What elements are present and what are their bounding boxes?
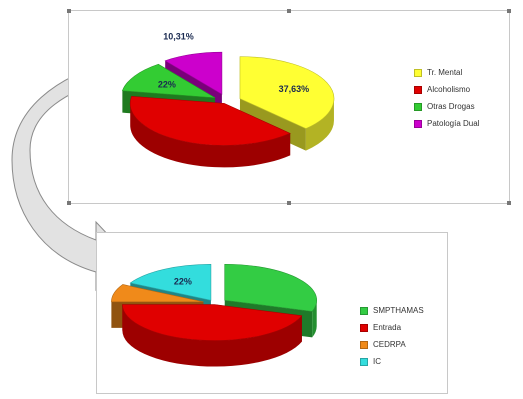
legend-swatch — [414, 68, 422, 77]
legend-item-smpthamas: SMPTHAMAS — [360, 302, 424, 319]
legend-item-entrada: Entrada — [360, 319, 424, 336]
top-chart-legend: Tr. Mental Alcoholismo Otras Drogas Patolog… — [414, 64, 479, 132]
legend-item-tr-mental: Tr. Mental — [414, 64, 479, 81]
slice-top — [239, 56, 335, 129]
resize-handle[interactable] — [287, 9, 291, 13]
slice-entrada[interactable] — [122, 304, 303, 367]
legend-swatch — [414, 85, 422, 94]
legend-swatch — [414, 119, 422, 128]
bottom-chart-panel[interactable]: 22% SMPTHAMAS Entrada CEDRPA IC — [96, 232, 448, 394]
resize-handle[interactable] — [287, 201, 291, 205]
legend-item-alcoholismo: Alcoholismo — [414, 81, 479, 98]
data-label-otras-drogas: 22% — [158, 80, 176, 90]
legend-swatch — [360, 340, 368, 349]
legend-swatch — [360, 306, 368, 315]
legend-item-otras-drogas: Otras Drogas — [414, 98, 479, 115]
legend-item-cedrpa: CEDRPA — [360, 336, 424, 353]
resize-handle[interactable] — [67, 201, 71, 205]
legend-label: Entrada — [373, 323, 402, 332]
slice-top — [111, 284, 204, 303]
slice-side — [305, 98, 334, 151]
slice-top — [129, 95, 291, 146]
resize-handle[interactable] — [67, 9, 71, 13]
slice-side — [312, 300, 317, 338]
bottom-pie-chart: 22% — [111, 263, 317, 367]
legend-swatch — [360, 323, 368, 332]
legend-label: Patología Dual — [427, 119, 480, 128]
data-label-tr-mental: 37,63% — [279, 84, 310, 94]
slice-top — [122, 304, 303, 341]
resize-handle[interactable] — [507, 201, 511, 205]
legend-label: SMPTHAMAS — [373, 306, 424, 315]
legend-label: Tr. Mental — [427, 68, 463, 77]
slice-side — [122, 304, 302, 367]
data-label-ic: 22% — [174, 277, 192, 287]
top-chart-panel[interactable]: 37,63% 22% 10,31% Tr. Mental Alcoholismo Otr… — [67, 9, 511, 205]
legend-item-ic: IC — [360, 353, 424, 370]
slice-top — [121, 63, 216, 99]
legend-label: Otras Drogas — [427, 102, 475, 111]
slice-alcoholismo[interactable] — [129, 95, 291, 168]
bottom-chart-legend: SMPTHAMAS Entrada CEDRPA IC — [360, 302, 424, 370]
legend-swatch — [414, 102, 422, 111]
data-label-patolog-a-dual: 10,31% — [163, 31, 194, 41]
resize-handle[interactable] — [507, 9, 511, 13]
legend-label: CEDRPA — [373, 340, 406, 349]
legend-label: Alcoholismo — [427, 85, 471, 94]
slice-top — [164, 51, 223, 95]
slice-top — [129, 264, 212, 301]
legend-label: IC — [373, 357, 381, 366]
slice-side — [130, 103, 291, 168]
legend-item-patolog-a-dual: Patología Dual — [414, 115, 479, 132]
top-pie-chart: 37,63% 22% 10,31% — [121, 31, 335, 168]
legend-swatch — [360, 357, 368, 366]
slice-top — [224, 263, 317, 312]
